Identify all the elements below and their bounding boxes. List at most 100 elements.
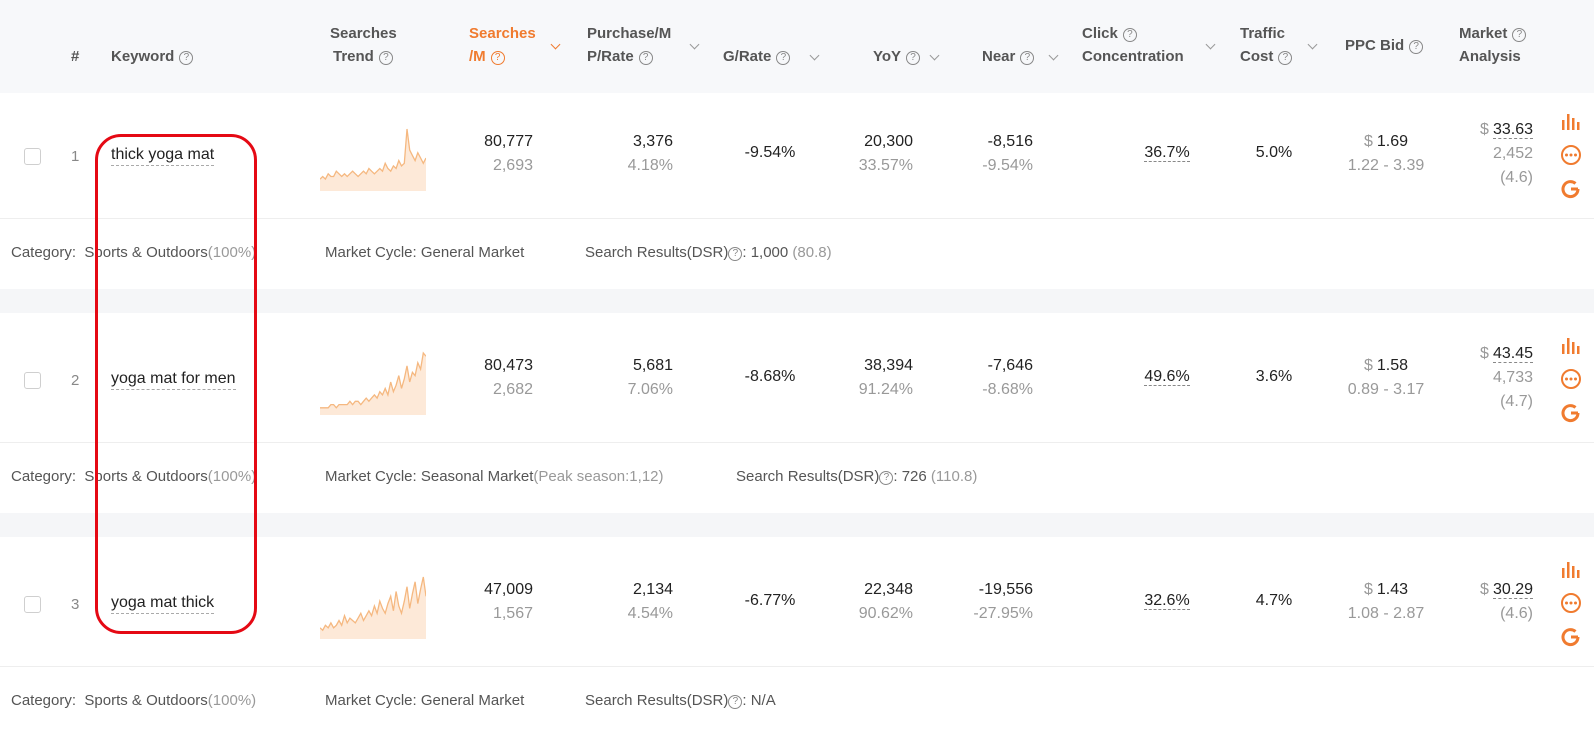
row-checkbox[interactable] (24, 372, 41, 389)
category-percent: (100%) (207, 244, 257, 261)
header-grate[interactable]: G/Rate? (723, 45, 791, 68)
market-analysis-cell: $33.63 2,452 (4.6) (1440, 118, 1533, 190)
category-value: Sports & Outdoors (84, 692, 208, 709)
row-checkbox[interactable] (24, 596, 41, 613)
help-icon[interactable]: ? (1278, 50, 1293, 65)
market-currency: $ (1480, 345, 1489, 362)
purchase-rate-value: 7.06% (627, 381, 673, 398)
header-searches-month[interactable]: Searches /M? (469, 22, 536, 68)
help-icon[interactable]: ? (179, 50, 194, 65)
dsr-value: : 726 (893, 468, 927, 485)
searches-month-value: 47,009 (484, 581, 533, 598)
header-traffic-cost[interactable]: Traffic Cost? (1240, 22, 1293, 68)
header-click-concentration[interactable]: Click? Concentration (1082, 22, 1184, 68)
sparkline-line (320, 351, 426, 409)
market-reviews: 4,733 (1492, 369, 1533, 386)
ppc-value: 1.69 (1376, 133, 1409, 150)
header-click-line1: Click (1082, 25, 1118, 42)
header-yoy[interactable]: YoY? (873, 45, 921, 68)
keyword-link[interactable]: yoga mat thick (111, 593, 215, 614)
traffic-cost-value: 4.7% (1255, 592, 1293, 609)
help-icon[interactable]: ? (638, 50, 653, 65)
help-icon[interactable]: ? (378, 50, 393, 65)
bar-chart-icon[interactable] (1560, 334, 1582, 356)
yoy-cell: 22,348 90.62% (820, 578, 913, 626)
more-icon[interactable] (1560, 368, 1582, 390)
purchase-value: 3,376 (632, 133, 673, 150)
purchase-cell: 2,134 4.54% (580, 578, 673, 626)
bar-chart-icon[interactable] (1560, 110, 1582, 132)
category-percent: (100%) (207, 692, 257, 709)
click-concentration-value[interactable]: 49.6% (1144, 368, 1190, 386)
market-cycle-label: Market Cycle: (325, 692, 417, 709)
keyword-link[interactable]: yoga mat for men (111, 369, 236, 390)
sort-chevron-icon[interactable] (550, 39, 561, 50)
help-icon[interactable]: ? (879, 470, 894, 485)
market-price[interactable]: 30.29 (1492, 581, 1533, 599)
header-searches-trend-line2: Trend (333, 48, 374, 65)
sort-chevron-icon[interactable] (1307, 39, 1318, 50)
searches-cell: 47,009 1,567 (440, 578, 533, 626)
dsr-label: Search Results(DSR) (736, 468, 880, 485)
google-icon[interactable] (1560, 626, 1582, 648)
sparkline-area (320, 129, 426, 191)
category-line: Category: Sports & Outdoors(100%) Market… (0, 443, 1594, 513)
header-purchase[interactable]: Purchase/M P/Rate? (587, 22, 671, 68)
market-rating: (4.6) (1500, 605, 1533, 622)
header-index: # (71, 48, 80, 65)
row-actions (1560, 558, 1582, 660)
yoy-percent: 90.62% (858, 605, 913, 622)
category-line: Category: Sports & Outdoors(100%) Market… (0, 667, 1594, 737)
sort-chevron-icon[interactable] (689, 39, 700, 50)
help-icon[interactable]: ? (728, 694, 743, 709)
sort-chevron-icon[interactable] (1048, 50, 1059, 61)
sparkline-line (320, 128, 426, 181)
grate-value: -8.68% (744, 368, 796, 385)
keyword-link[interactable]: thick yoga mat (111, 145, 215, 166)
click-concentration-value[interactable]: 36.7% (1144, 144, 1190, 162)
more-icon[interactable] (1560, 144, 1582, 166)
market-analysis-cell: $30.29 (4.6) (1440, 578, 1533, 626)
dsr-info: Search Results(DSR)?: 1,000 (80.8) (585, 244, 832, 261)
purchase-cell: 5,681 7.06% (580, 354, 673, 402)
dsr-value: : 1,000 (742, 244, 789, 261)
sort-chevron-icon[interactable] (929, 50, 940, 61)
highlight-annotation-box (95, 134, 257, 634)
market-analysis-cell: $43.45 4,733 (4.7) (1440, 342, 1533, 414)
row-checkbox[interactable] (24, 148, 41, 165)
more-icon[interactable] (1560, 592, 1582, 614)
help-icon[interactable]: ? (776, 50, 791, 65)
searches-trend-sparkline (320, 351, 426, 415)
header-keyword[interactable]: Keyword? (111, 45, 194, 68)
sort-chevron-icon[interactable] (809, 50, 820, 61)
searches-day-value: 2,682 (492, 381, 533, 398)
bar-chart-icon[interactable] (1560, 558, 1582, 580)
market-cycle-info: Market Cycle: General Market (325, 244, 524, 261)
header-purchase-line2: P/Rate (587, 48, 634, 65)
sparkline-area (320, 577, 426, 639)
header-near[interactable]: Near? (982, 45, 1035, 68)
near-percent: -9.54% (982, 157, 1033, 174)
traffic-cost-value: 3.6% (1255, 368, 1293, 385)
help-icon[interactable]: ? (906, 50, 921, 65)
help-icon[interactable]: ? (1409, 39, 1424, 54)
market-price[interactable]: 43.45 (1492, 345, 1533, 363)
help-icon[interactable]: ? (728, 246, 743, 261)
help-icon[interactable]: ? (490, 50, 505, 65)
market-price[interactable]: 33.63 (1492, 121, 1533, 139)
help-icon[interactable]: ? (1020, 50, 1035, 65)
ppc-cell: $1.69 1.22 - 3.39 (1326, 130, 1446, 178)
ppc-cell: $1.43 1.08 - 2.87 (1326, 578, 1446, 626)
help-icon[interactable]: ? (1512, 27, 1527, 42)
row-index: 3 (71, 596, 80, 613)
help-icon[interactable]: ? (1122, 27, 1137, 42)
click-concentration-value[interactable]: 32.6% (1144, 592, 1190, 610)
header-yoy-label: YoY (873, 48, 902, 65)
google-icon[interactable] (1560, 178, 1582, 200)
google-icon[interactable] (1560, 402, 1582, 424)
near-percent: -27.95% (973, 605, 1033, 622)
category-value: Sports & Outdoors (84, 468, 208, 485)
category-value: Sports & Outdoors (84, 244, 208, 261)
near-value: -7,646 (987, 357, 1033, 374)
sort-chevron-icon[interactable] (1205, 39, 1216, 50)
